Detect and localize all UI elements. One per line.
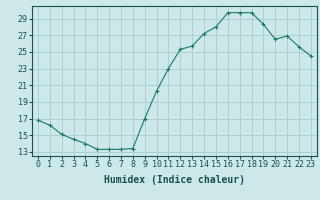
X-axis label: Humidex (Indice chaleur): Humidex (Indice chaleur) — [104, 175, 245, 185]
